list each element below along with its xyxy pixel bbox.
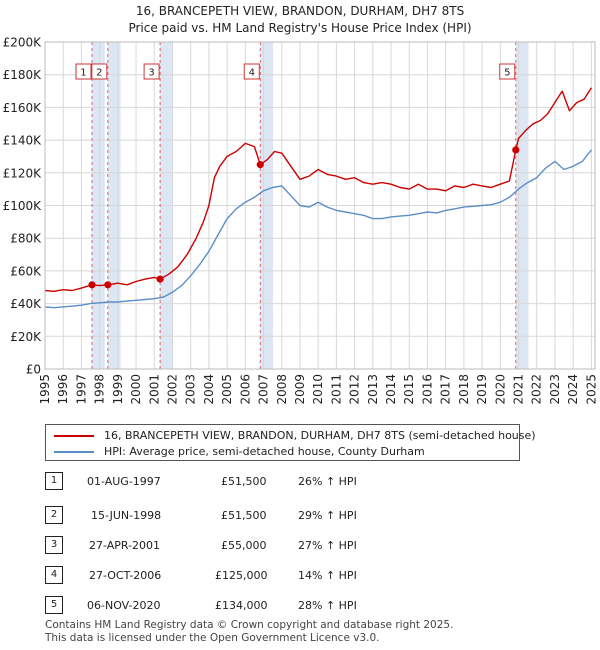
x-tick-label: 2014 <box>384 374 398 405</box>
x-tick-label: 1998 <box>93 374 107 405</box>
legend-item-hpi: HPI: Average price, semi-detached house,… <box>54 444 425 460</box>
x-tick-label: 2001 <box>147 374 161 405</box>
x-tick-label: 2002 <box>165 374 179 405</box>
sale-event-marker-box <box>143 63 160 80</box>
x-tick-label: 2017 <box>439 374 453 405</box>
sale-event-marker-label: 4 <box>249 68 255 79</box>
transaction-hpi: 29% ↑ HPI <box>298 509 357 522</box>
x-tick-label: 2013 <box>366 374 380 405</box>
transaction-price: £55,000 <box>221 539 267 552</box>
transaction-date: 01-AUG-1997 <box>87 475 161 488</box>
x-tick-label: 2021 <box>512 374 526 405</box>
x-tick-label: 2008 <box>275 374 289 405</box>
x-tick-label: 2000 <box>129 374 143 405</box>
x-tick-label: 2018 <box>457 374 471 405</box>
footer-copyright: Contains HM Land Registry data © Crown c… <box>45 619 454 631</box>
x-tick-label: 2025 <box>584 374 598 405</box>
legend-swatch-property <box>54 435 94 437</box>
sale-event-marker-box <box>499 63 516 80</box>
y-tick-label: £200K <box>3 36 43 50</box>
sale-event-marker-label: 3 <box>148 68 154 79</box>
y-tick-label: £0 <box>26 363 41 377</box>
transaction-hpi: 28% ↑ HPI <box>298 599 357 612</box>
sale-event-marker-box <box>243 63 260 80</box>
x-tick-label: 2010 <box>311 374 325 405</box>
x-tick-label: 2019 <box>475 374 489 405</box>
x-tick-label: 2015 <box>402 374 416 405</box>
y-tick-label: £60K <box>10 264 42 278</box>
footer: Contains HM Land Registry data © Crown c… <box>45 619 453 645</box>
transaction-date: 27-APR-2001 <box>89 539 161 552</box>
x-tick-label: 1999 <box>111 374 125 405</box>
table-row: 2 15-JUN-1998 £51,500 29% ↑ HPI <box>45 506 465 524</box>
transaction-date: 06-NOV-2020 <box>87 599 161 612</box>
table-row: 1 01-AUG-1997 £51,500 26% ↑ HPI <box>45 472 465 490</box>
transaction-price: £125,000 <box>215 569 268 582</box>
x-tick-label: 2007 <box>257 374 271 405</box>
legend-label-hpi: HPI: Average price, semi-detached house,… <box>104 445 425 458</box>
x-tick-label: 2009 <box>293 374 307 405</box>
y-tick-label: £120K <box>3 166 43 180</box>
transaction-number: 3 <box>45 536 63 554</box>
x-tick-label: 2006 <box>238 374 252 405</box>
y-tick-label: £160K <box>3 101 43 115</box>
y-tick-label: £100K <box>3 199 43 213</box>
transaction-number: 4 <box>45 566 63 584</box>
transaction-date: 27-OCT-2006 <box>89 569 162 582</box>
y-tick-label: £180K <box>3 68 43 82</box>
transaction-hpi: 26% ↑ HPI <box>298 475 357 488</box>
legend: 16, BRANCEPETH VIEW, BRANDON, DURHAM, DH… <box>45 424 536 461</box>
x-tick-label: 1997 <box>74 374 88 405</box>
transaction-price: £51,500 <box>221 475 267 488</box>
sale-event-marker-label: 2 <box>96 68 102 79</box>
transaction-hpi: 27% ↑ HPI <box>298 539 357 552</box>
transaction-number: 5 <box>45 596 63 614</box>
x-tick-label: 2022 <box>530 374 544 405</box>
sale-point <box>156 275 164 283</box>
sale-point <box>512 146 520 154</box>
chart-title: 16, BRANCEPETH VIEW, BRANDON, DURHAM, DH… <box>0 3 600 37</box>
transaction-number: 1 <box>45 472 63 490</box>
transaction-date: 15-JUN-1998 <box>91 509 162 522</box>
chart-title-line1: 16, BRANCEPETH VIEW, BRANDON, DURHAM, DH… <box>135 4 465 18</box>
sale-point <box>104 281 112 289</box>
sale-point <box>88 281 96 289</box>
x-tick-label: 2005 <box>220 374 234 405</box>
chart-title-line2: Price paid vs. HM Land Registry's House … <box>128 21 472 35</box>
sale-event-marker-label: 1 <box>80 68 86 79</box>
y-tick-label: £40K <box>10 297 42 311</box>
transaction-price: £51,500 <box>221 509 267 522</box>
x-tick-label: 2004 <box>202 374 216 405</box>
sale-event-marker-box <box>91 63 108 80</box>
x-tick-label: 2003 <box>184 374 198 405</box>
legend-swatch-hpi <box>54 451 94 453</box>
table-row: 4 27-OCT-2006 £125,000 14% ↑ HPI <box>45 566 465 584</box>
price-chart: 1 2 3 4 5 £0 £20K £40K £60K £80K £100K £120K £140K £1… <box>3 36 599 405</box>
sale-event-marker-label: 5 <box>504 68 510 79</box>
y-tick-label: £140K <box>3 134 43 148</box>
transaction-number: 2 <box>45 506 63 524</box>
x-tick-label: 2023 <box>548 374 562 405</box>
table-row: 5 06-NOV-2020 £134,000 28% ↑ HPI <box>45 596 465 614</box>
table-row: 3 27-APR-2001 £55,000 27% ↑ HPI <box>45 536 465 554</box>
x-tick-label: 2024 <box>566 374 580 405</box>
hpi-line <box>44 149 592 309</box>
transaction-hpi: 14% ↑ HPI <box>298 569 357 582</box>
x-tick-label: 2012 <box>348 374 362 405</box>
sale-event-marker-box <box>75 63 92 80</box>
sale-point <box>256 161 264 169</box>
legend-item-property: 16, BRANCEPETH VIEW, BRANDON, DURHAM, DH… <box>54 428 536 444</box>
y-tick-label: £20K <box>10 330 42 344</box>
legend-label-property: 16, BRANCEPETH VIEW, BRANDON, DURHAM, DH… <box>104 429 536 442</box>
y-tick-label: £80K <box>10 232 42 246</box>
x-tick-label: 2016 <box>420 374 434 405</box>
x-tick-label: 2011 <box>329 374 343 405</box>
x-tick-label: 1996 <box>56 374 70 405</box>
transaction-price: £134,000 <box>215 599 268 612</box>
footer-licence: This data is licensed under the Open Gov… <box>45 632 380 644</box>
x-tick-label: 1995 <box>38 374 52 405</box>
plot-border <box>44 41 596 370</box>
x-tick-label: 2020 <box>493 374 507 405</box>
